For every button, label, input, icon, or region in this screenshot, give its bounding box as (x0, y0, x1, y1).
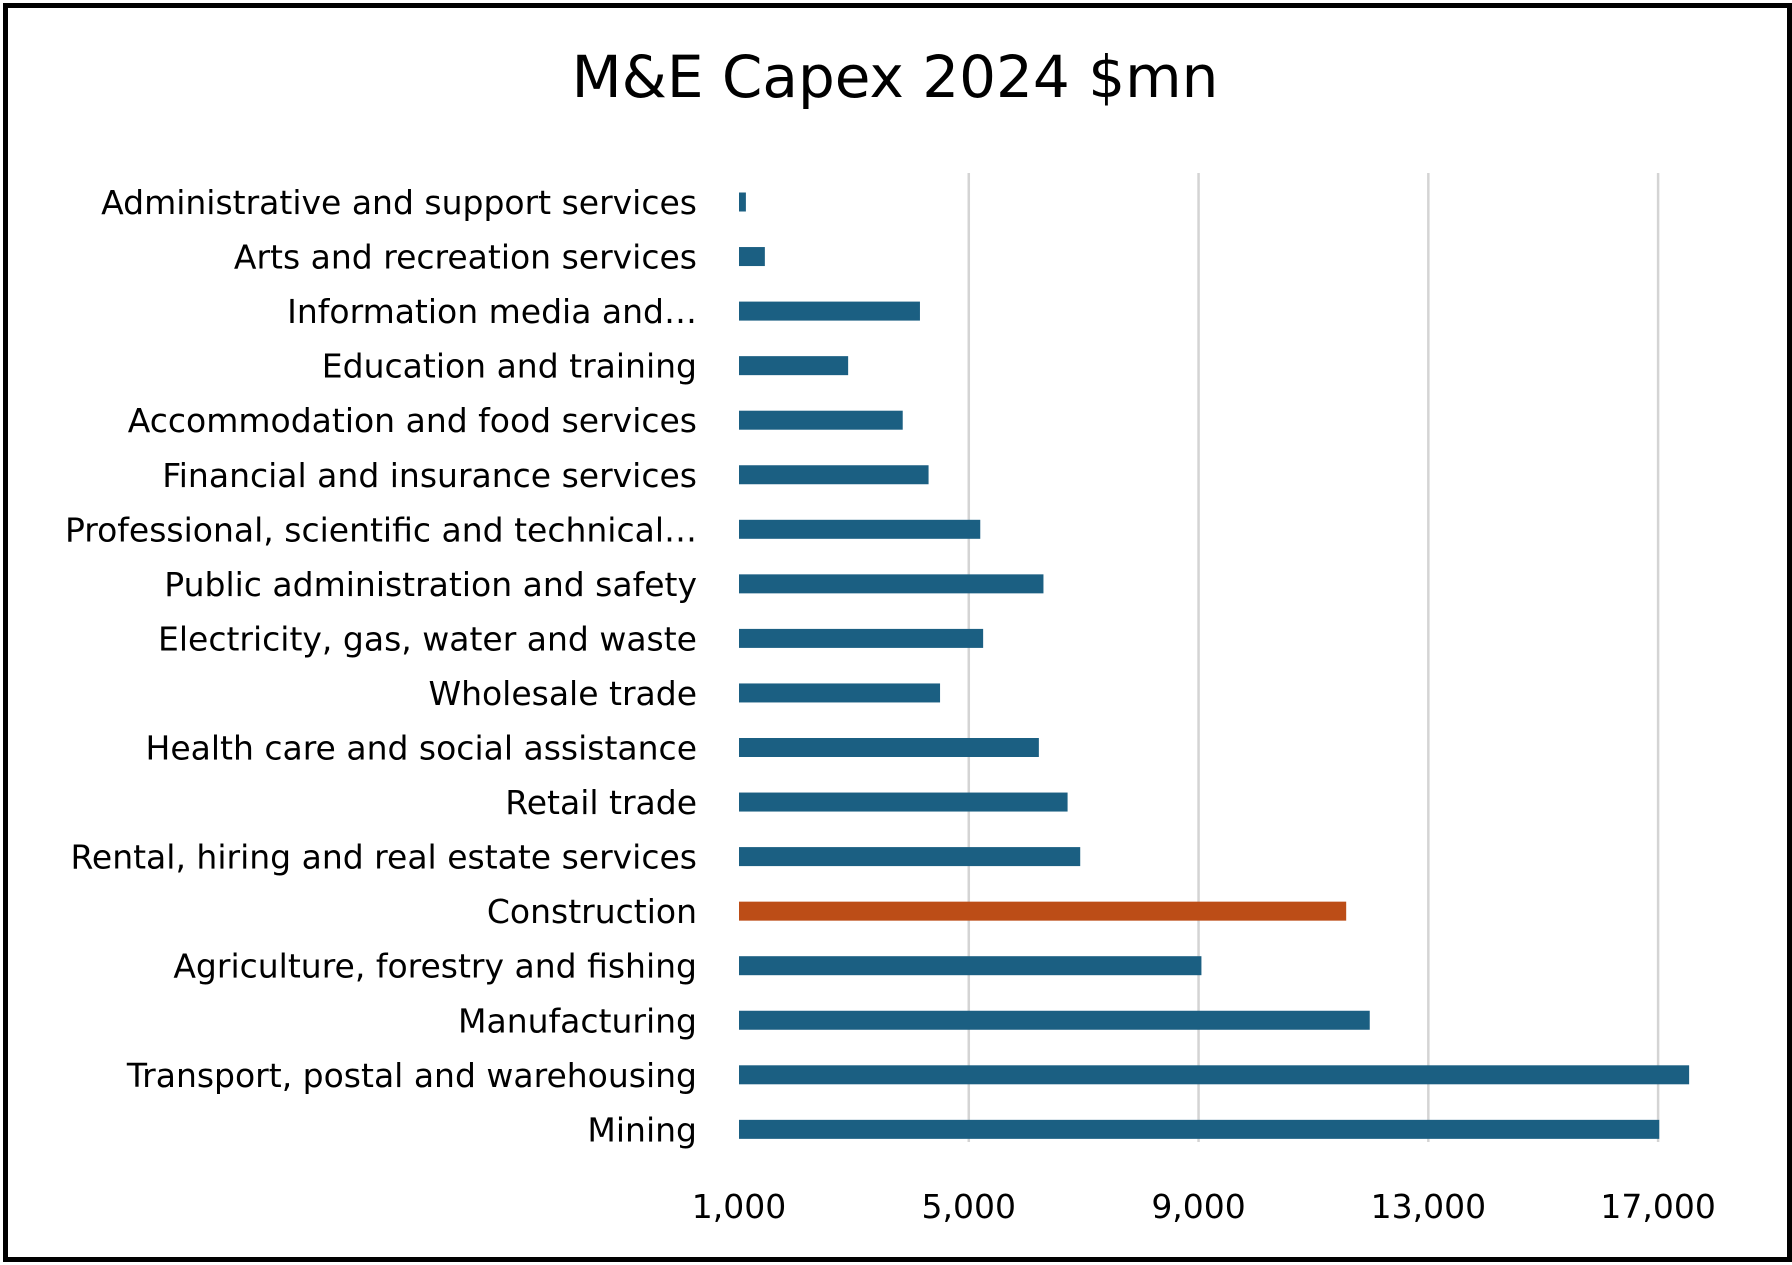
category-label: Wholesale trade (428, 674, 697, 713)
bars (739, 192, 1690, 1139)
bar (739, 301, 920, 321)
x-tick-label: 1,000 (692, 1187, 786, 1226)
gridlines (967, 173, 1660, 1142)
x-tick-label: 9,000 (1151, 1187, 1245, 1226)
bar (739, 356, 849, 376)
x-tick-label: 13,000 (1371, 1187, 1486, 1226)
category-label: Education and training (322, 347, 697, 386)
bar (739, 192, 746, 212)
category-label: Rental, hiring and real estate services (70, 838, 697, 877)
bar (739, 574, 1044, 594)
bar (739, 683, 941, 703)
category-label: Arts and recreation services (234, 238, 697, 277)
bar (739, 465, 929, 485)
x-tick-label: 17,000 (1600, 1187, 1715, 1226)
bar (739, 901, 1347, 921)
category-label: Retail trade (505, 783, 697, 822)
chart-title: M&E Capex 2024 $mn (572, 43, 1219, 111)
category-label: Administrative and support services (101, 183, 697, 222)
category-label: Accommodation and food services (128, 401, 697, 440)
bar (739, 956, 1202, 976)
bar (739, 792, 1068, 812)
category-label: Construction (487, 892, 697, 931)
category-label: Manufacturing (458, 1001, 697, 1040)
category-label: Financial and insurance services (162, 456, 697, 495)
category-label: Electricity, gas, water and waste (158, 619, 697, 658)
bar (739, 1065, 1690, 1085)
bar (739, 1010, 1370, 1030)
bar (739, 628, 984, 648)
bar (739, 738, 1039, 757)
bar (739, 410, 903, 430)
category-label: Information media and… (287, 292, 697, 331)
x-axis-tick-labels: 1,000 5,000 9,000 13,000 17,000 (692, 1187, 1716, 1226)
category-label: Agriculture, forestry and fishing (173, 947, 697, 986)
category-labels: Administrative and support services Arts … (65, 183, 697, 1149)
category-label: Professional, scientific and technical… (65, 510, 697, 549)
category-label: Health care and social assistance (146, 729, 698, 768)
bar (739, 1119, 1660, 1139)
category-label: Mining (587, 1110, 697, 1149)
category-label: Public administration and safety (164, 565, 697, 604)
x-tick-label: 5,000 (922, 1187, 1016, 1226)
bar (739, 847, 1081, 867)
bar (739, 247, 765, 267)
category-label: Transport, postal and warehousing (126, 1056, 697, 1095)
bar (739, 519, 981, 539)
